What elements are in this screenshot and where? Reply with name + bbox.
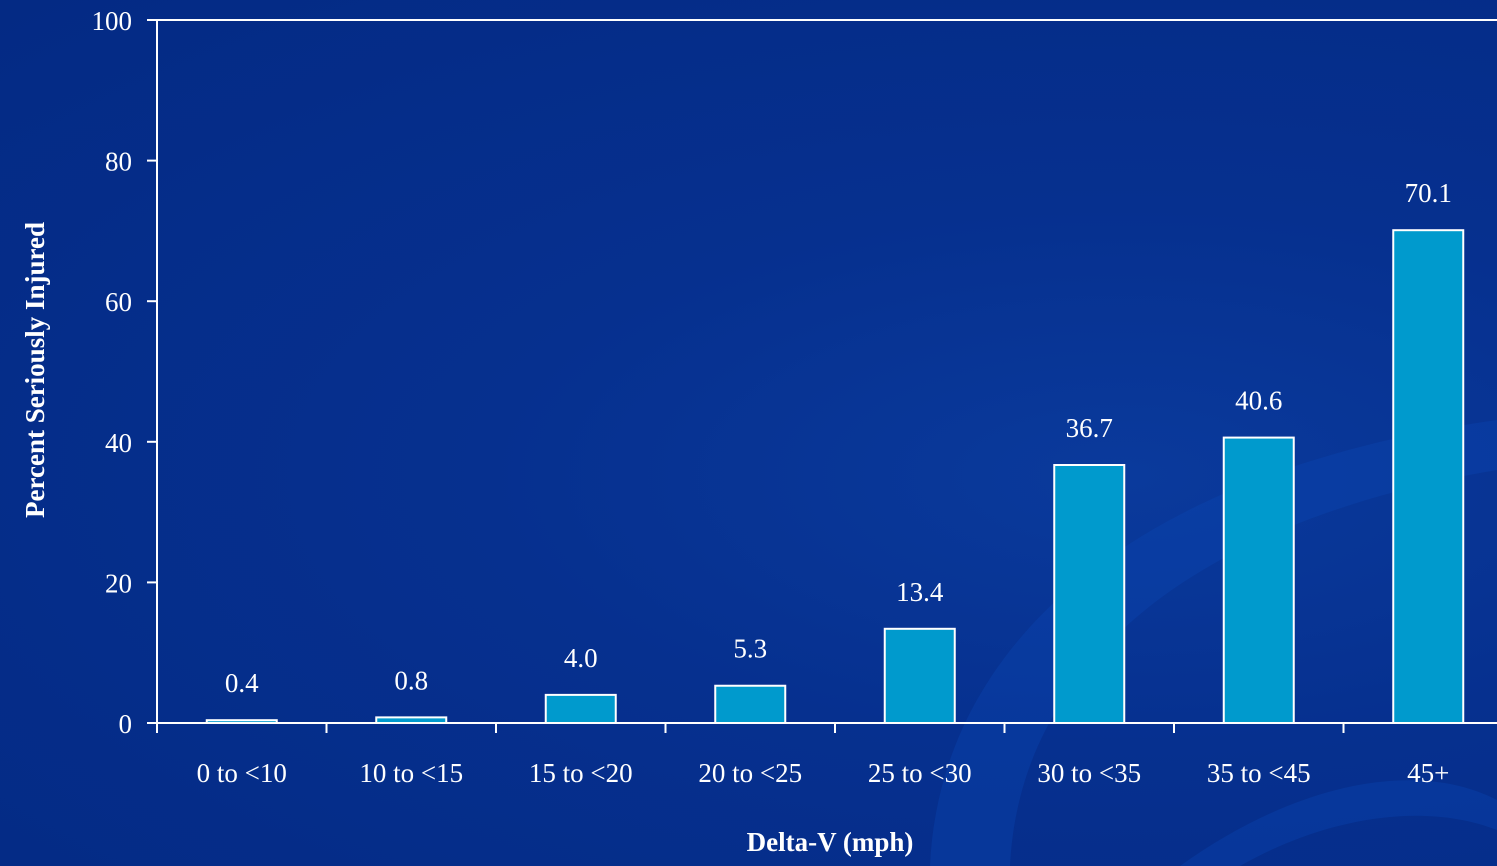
x-tick-label: 15 to <20 (529, 758, 633, 788)
bar (375, 716, 448, 724)
x-tick-label: 20 to <25 (698, 758, 802, 788)
chart-labels: 0 20 40 60 80 100 0.4 0 to <10 0.8 10 to <15 4.0 15… (92, 6, 1452, 788)
y-axis-title: Percent Seriously Injured (20, 222, 50, 518)
y-tick-label: 40 (105, 428, 132, 458)
y-tick-label: 0 (119, 709, 133, 739)
x-tick-label: 25 to <30 (868, 758, 972, 788)
y-tick-label: 80 (105, 147, 132, 177)
bar (1053, 463, 1126, 724)
bar-value-label: 70.1 (1405, 178, 1452, 208)
bar-value-label: 0.4 (225, 668, 259, 698)
y-tick-label: 20 (105, 568, 132, 598)
x-tick-label: 45+ (1407, 758, 1449, 788)
bar (544, 693, 617, 725)
x-axis-title: Delta-V (mph) (747, 827, 914, 857)
bar-value-label: 13.4 (896, 577, 944, 607)
bar-value-label: 4.0 (564, 643, 598, 673)
bar (714, 684, 787, 725)
x-tick-label: 10 to <15 (359, 758, 463, 788)
y-tick-label: 60 (105, 287, 132, 317)
bar (1222, 436, 1295, 724)
y-tick-label: 100 (92, 6, 133, 36)
x-tick-label: 35 to <45 (1207, 758, 1311, 788)
chart-bars (205, 229, 1465, 725)
bar (205, 719, 278, 724)
bar-value-label: 5.3 (733, 634, 767, 664)
bar-value-label: 0.8 (394, 665, 428, 695)
bar-value-label: 40.6 (1235, 386, 1282, 416)
bar (883, 627, 956, 724)
bar-value-label: 36.7 (1066, 413, 1113, 443)
bar (1392, 229, 1465, 725)
x-tick-label: 30 to <35 (1037, 758, 1141, 788)
x-tick-label: 0 to <10 (197, 758, 287, 788)
